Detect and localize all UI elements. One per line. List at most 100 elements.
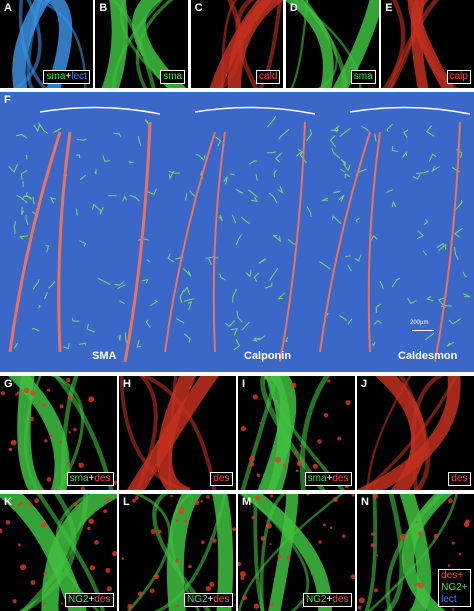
vessel [242,494,310,611]
capillary [446,341,455,347]
capillary [403,129,409,138]
vessel [126,494,172,611]
cell [451,541,455,545]
label-part: des [94,594,111,605]
vessel [410,376,445,490]
capillary [147,188,157,196]
cell [415,521,418,524]
capillary [31,328,40,332]
capillary [370,235,378,241]
capillary [136,339,142,348]
cell [463,521,470,528]
cell [88,518,94,525]
vessel [357,376,461,490]
capillary [183,333,191,343]
vessel [153,494,227,611]
vessel [119,376,192,490]
cell [73,502,78,507]
cell [42,403,46,407]
cell [88,396,95,403]
capillary [275,152,283,163]
vessel [166,494,202,611]
capillary [375,303,382,313]
cell [376,554,379,557]
panel-letter: F [4,94,11,106]
caption: Caldesmon [398,350,458,362]
capillary [241,321,250,331]
cell [433,534,438,539]
cell [277,554,281,559]
capillary [448,318,461,325]
vessel [382,0,406,88]
caption: SMA [92,350,117,362]
capillary [264,282,273,289]
capillary [321,197,328,202]
capillary [248,189,258,198]
vessel [257,376,297,490]
cell [269,543,272,546]
capillary [453,227,463,238]
cell [240,426,247,432]
cell [113,480,117,485]
panel-letter: K [4,496,12,508]
capillary [273,169,277,178]
capillary [251,196,258,203]
panel-label: NG2+des [64,593,114,607]
capillary [37,122,49,135]
cell [337,436,342,441]
capillary [48,281,56,289]
panel-letter: N [361,496,369,508]
cell [46,476,52,482]
cell [306,494,310,496]
capillary [277,292,285,300]
vessel [152,494,212,611]
cell [80,486,85,490]
cell [137,591,143,597]
panel-letter: D [289,2,298,14]
label-part: sma [307,473,327,484]
cell [299,444,302,447]
cell [268,376,271,378]
cell [105,567,111,573]
label-part: lect [71,71,87,82]
panel-label: sma [350,70,376,84]
cell [106,586,112,592]
capillary [374,133,377,142]
capillary [386,123,393,133]
cell [66,462,71,466]
capillary [183,286,191,296]
vessel [375,376,427,490]
cell [0,528,3,534]
capillary [463,293,471,298]
capillary [416,230,424,240]
capillary [225,320,236,328]
capillary [269,267,279,281]
capillary [338,194,345,203]
cell [94,540,99,545]
capillary [462,271,467,278]
cell [103,509,108,514]
capillary [354,254,362,262]
capillary [339,127,351,137]
capillary [25,215,29,226]
cell [358,597,365,604]
vessel [389,0,418,88]
label-part: lect [441,594,457,605]
vessel [20,494,89,611]
capillary [168,170,175,180]
label-part: sma [163,71,183,82]
vessel [12,0,42,88]
cell [452,608,455,611]
capillary [355,217,360,223]
capillary [107,195,117,197]
capillary [218,214,223,222]
panel-letter: C [194,2,203,14]
cell [60,602,63,605]
cell [209,581,215,587]
vessel [259,494,287,611]
cell [206,495,210,499]
capillary [145,319,151,328]
capillary [183,298,195,302]
